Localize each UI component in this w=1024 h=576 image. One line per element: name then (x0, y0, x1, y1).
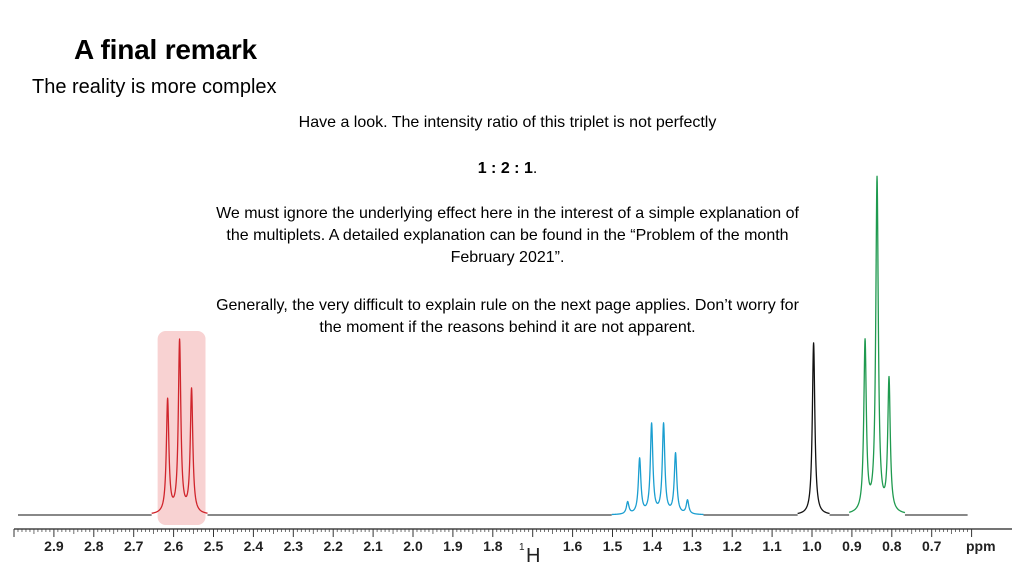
x-tick-label: 1.2 (722, 538, 742, 554)
x-tick-label: 2.7 (124, 538, 144, 554)
x-axis-ticks: 2.9 2.8 2.7 2.6 2.5 2.4 2.3 2.2 2.1 2.0 1.9 1.8 1.6 1… (13, 529, 973, 554)
spectrum-peak (638, 458, 641, 461)
multiplet-trace-singlet (797, 342, 831, 515)
x-tick-label: 1.8 (483, 538, 503, 554)
x-tick-label: 0.7 (922, 538, 942, 554)
x-tick-label: 1.6 (563, 538, 583, 554)
x-tick-label: 1.3 (683, 538, 703, 554)
spectrum-peak (876, 180, 879, 183)
spectrum-peak (686, 500, 689, 503)
multiplet-trace-triplet (848, 175, 906, 514)
spectrum-peak (166, 400, 169, 403)
x-tick-label: 2.4 (244, 538, 264, 554)
spectrum-peak (650, 424, 653, 427)
spectrum-peak (674, 453, 677, 456)
spectrum-peak (864, 343, 867, 346)
ratio-line: 1 : 2 : 1. (215, 158, 800, 180)
x-tick-label: 0.9 (842, 538, 862, 554)
spectrum-peak (812, 341, 815, 344)
nucleus-mass-label: 1 (519, 542, 525, 553)
x-tick-label: 2.1 (363, 538, 383, 554)
note-paragraph-3: Generally, the very difficult to explain… (216, 297, 799, 336)
x-tick-label: 1.5 (603, 538, 623, 554)
x-tick-label: 1.0 (802, 538, 822, 554)
multiplet-trace-triplet (151, 338, 208, 514)
spectrum-peak (178, 341, 181, 344)
ratio-suffix: . (532, 160, 538, 177)
x-axis-unit-label: ppm (966, 538, 996, 554)
x-tick-label: 1.9 (443, 538, 463, 554)
x-tick-label: 2.9 (44, 538, 64, 554)
spectrum-peak (662, 424, 665, 427)
x-tick-label: 2.5 (204, 538, 224, 554)
x-tick-label: 0.8 (882, 538, 902, 554)
multiplet-trace-sextet (611, 422, 704, 516)
x-tick-label: 2.2 (323, 538, 343, 554)
x-tick-label: 2.3 (284, 538, 304, 554)
spectrum-peak (626, 501, 629, 504)
x-tick-label: 2.8 (84, 538, 104, 554)
spectrum-traces (17, 175, 968, 516)
note-paragraph-2: We must ignore the underlying effect her… (216, 205, 799, 266)
spectrum-peak (888, 381, 891, 384)
note-line-1: Have a look. The intensity ratio of this… (298, 114, 717, 131)
ratio-value: 1 : 2 : 1 (477, 160, 533, 177)
nucleus-symbol-label: H (526, 545, 540, 567)
spectrum-peak (190, 390, 193, 393)
x-tick-label: 1.1 (762, 538, 782, 554)
slide-subtitle: The reality is more complex (32, 76, 277, 98)
x-tick-label: 2.6 (164, 538, 184, 554)
x-tick-label: 1.4 (643, 538, 663, 554)
slide-title: A final remark (74, 34, 257, 65)
x-tick-label: 2.0 (403, 538, 423, 554)
